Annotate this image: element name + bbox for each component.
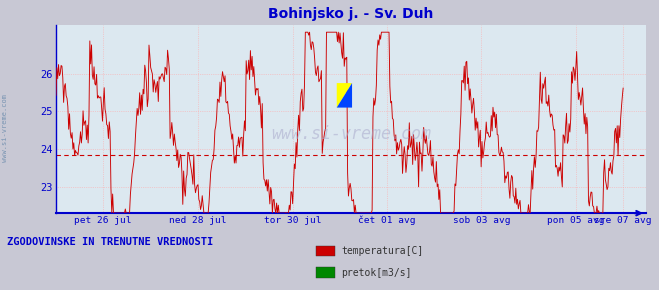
Text: www.si-vreme.com: www.si-vreme.com [271, 125, 431, 143]
Text: www.si-vreme.com: www.si-vreme.com [2, 94, 9, 162]
Polygon shape [337, 83, 352, 108]
Text: pretok[m3/s]: pretok[m3/s] [341, 268, 412, 278]
Text: temperatura[C]: temperatura[C] [341, 246, 424, 256]
Polygon shape [337, 83, 352, 108]
Text: ZGODOVINSKE IN TRENUTNE VREDNOSTI: ZGODOVINSKE IN TRENUTNE VREDNOSTI [7, 237, 213, 247]
Title: Bohinjsko j. - Sv. Duh: Bohinjsko j. - Sv. Duh [268, 7, 434, 21]
